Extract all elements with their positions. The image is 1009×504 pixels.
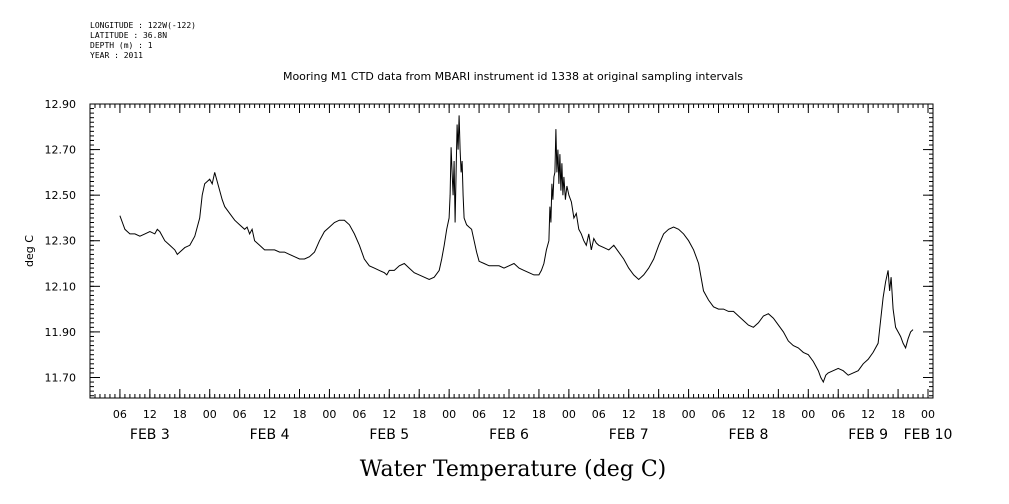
x-tick-label: 06: [712, 408, 726, 421]
x-tick-label: 18: [173, 408, 187, 421]
day-label: FEB 6: [489, 427, 529, 443]
day-label: FEB 3: [130, 427, 170, 443]
latitude-label: LATITUDE : 36.8N: [90, 31, 168, 40]
x-tick-label: 18: [293, 408, 307, 421]
y-tick-label: 11.90: [45, 326, 77, 339]
y-tick-label: 11.70: [45, 371, 77, 384]
day-labels: FEB 3 FEB 4 FEB 5 FEB 6 FEB 7 FEB 8 FEB 9 FEB 1…: [130, 427, 952, 443]
x-tick-label: 06: [831, 408, 845, 421]
x-tick-label: 06: [592, 408, 606, 421]
day-label: FEB 7: [609, 427, 649, 443]
x-tick-label: 06: [352, 408, 366, 421]
x-tick-label: 18: [412, 408, 426, 421]
x-tick-label: 18: [771, 408, 785, 421]
metadata-block: LONGITUDE : 122W(-122) LATITUDE : 36.8N …: [90, 21, 196, 61]
x-tick-label: 12: [741, 408, 755, 421]
y-tick-label: 12.30: [45, 235, 77, 248]
x-tick-label: 12: [143, 408, 157, 421]
x-tick-label: 00: [322, 408, 336, 421]
x-tick-label: 00: [442, 408, 456, 421]
y-tick-label: 12.90: [45, 98, 77, 111]
x-tick-label: 12: [861, 408, 875, 421]
chart-title: Mooring M1 CTD data from MBARI instrumen…: [283, 70, 743, 83]
longitude-label: LONGITUDE : 122W(-122): [90, 21, 196, 30]
x-tick-label: 00: [921, 408, 935, 421]
day-label: FEB 8: [729, 427, 769, 443]
x-tick-label: 12: [382, 408, 396, 421]
day-label: FEB 10: [904, 427, 953, 443]
y-axis-label: deg C: [23, 235, 36, 267]
day-label: FEB 5: [369, 427, 409, 443]
x-tick-label: 18: [652, 408, 666, 421]
x-tick-label: 12: [502, 408, 516, 421]
day-label: FEB 9: [848, 427, 888, 443]
x-axis: 06 12 18 00 06 12 18 00 06 12 18 00 06 12 18 00 06 12 18 00…: [113, 104, 935, 421]
y-tick-label: 12.10: [45, 280, 77, 293]
day-label: FEB 4: [250, 427, 290, 443]
x-tick-label: 00: [562, 408, 576, 421]
depth-label: DEPTH (m) : 1: [90, 41, 153, 50]
x-tick-label: 06: [233, 408, 247, 421]
x-tick-label: 12: [263, 408, 277, 421]
x-tick-label: 06: [472, 408, 486, 421]
x-tick-label: 00: [203, 408, 217, 421]
series-line: [119, 115, 914, 384]
y-tick-label: 12.70: [45, 144, 77, 157]
x-tick-label: 18: [891, 408, 905, 421]
year-label: YEAR : 2011: [90, 51, 143, 60]
x-tick-label: 12: [622, 408, 636, 421]
x-tick-label: 18: [532, 408, 546, 421]
y-tick-label: 12.50: [45, 189, 77, 202]
x-axis-label: Water Temperature (deg C): [360, 457, 667, 482]
x-tick-label: 00: [801, 408, 815, 421]
x-tick-label: 00: [682, 408, 696, 421]
y-axis: 12.90 12.70 12.50 12.30 12.10 11.90 11.70: [45, 98, 933, 384]
plot-frame: [89, 103, 934, 399]
x-tick-label: 06: [113, 408, 127, 421]
